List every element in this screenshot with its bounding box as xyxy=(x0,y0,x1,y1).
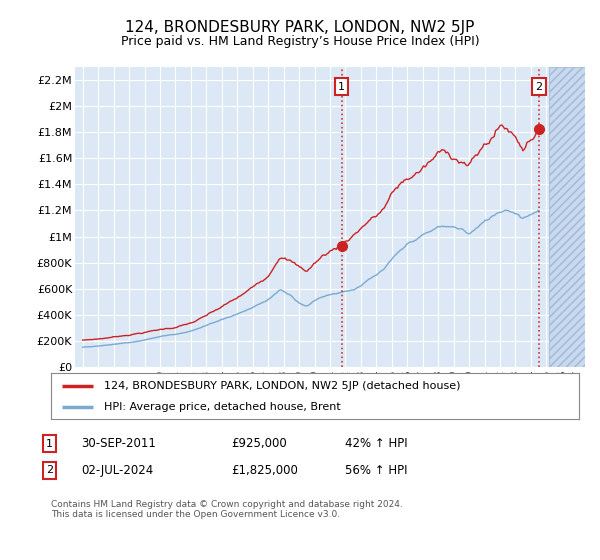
Text: 1: 1 xyxy=(46,438,53,449)
Text: £925,000: £925,000 xyxy=(231,437,287,450)
Text: HPI: Average price, detached house, Brent: HPI: Average price, detached house, Bren… xyxy=(104,403,341,412)
Text: 1: 1 xyxy=(338,82,345,92)
Text: 124, BRONDESBURY PARK, LONDON, NW2 5JP (detached house): 124, BRONDESBURY PARK, LONDON, NW2 5JP (… xyxy=(104,381,460,391)
Bar xyxy=(550,67,585,367)
Text: 30-SEP-2011: 30-SEP-2011 xyxy=(81,437,156,450)
Text: Contains HM Land Registry data © Crown copyright and database right 2024.
This d: Contains HM Land Registry data © Crown c… xyxy=(51,500,403,519)
Text: 42% ↑ HPI: 42% ↑ HPI xyxy=(345,437,407,450)
Text: £1,825,000: £1,825,000 xyxy=(231,464,298,477)
Text: 124, BRONDESBURY PARK, LONDON, NW2 5JP: 124, BRONDESBURY PARK, LONDON, NW2 5JP xyxy=(125,20,475,35)
Text: 2: 2 xyxy=(535,82,542,92)
Text: 02-JUL-2024: 02-JUL-2024 xyxy=(81,464,153,477)
Text: Price paid vs. HM Land Registry’s House Price Index (HPI): Price paid vs. HM Land Registry’s House … xyxy=(121,35,479,48)
Text: 56% ↑ HPI: 56% ↑ HPI xyxy=(345,464,407,477)
Text: 2: 2 xyxy=(46,465,53,475)
